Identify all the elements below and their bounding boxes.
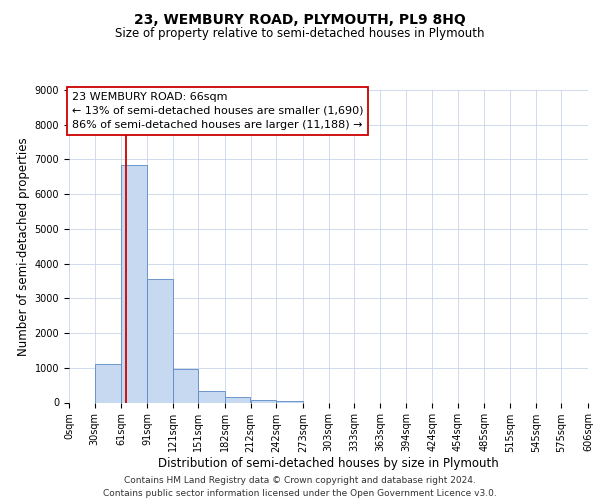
Text: Size of property relative to semi-detached houses in Plymouth: Size of property relative to semi-detach… xyxy=(115,28,485,40)
X-axis label: Distribution of semi-detached houses by size in Plymouth: Distribution of semi-detached houses by … xyxy=(158,458,499,470)
Bar xyxy=(277,401,302,402)
Bar xyxy=(121,164,147,402)
Text: 23 WEMBURY ROAD: 66sqm
← 13% of semi-detached houses are smaller (1,690)
86% of : 23 WEMBURY ROAD: 66sqm ← 13% of semi-det… xyxy=(71,92,363,130)
Bar xyxy=(225,398,250,402)
Bar xyxy=(251,400,276,402)
Y-axis label: Number of semi-detached properties: Number of semi-detached properties xyxy=(17,137,31,356)
Bar xyxy=(95,364,121,403)
Text: 23, WEMBURY ROAD, PLYMOUTH, PL9 8HQ: 23, WEMBURY ROAD, PLYMOUTH, PL9 8HQ xyxy=(134,12,466,26)
Bar xyxy=(199,390,225,402)
Bar xyxy=(147,279,173,402)
Bar xyxy=(173,368,198,402)
Text: Contains HM Land Registry data © Crown copyright and database right 2024.
Contai: Contains HM Land Registry data © Crown c… xyxy=(103,476,497,498)
